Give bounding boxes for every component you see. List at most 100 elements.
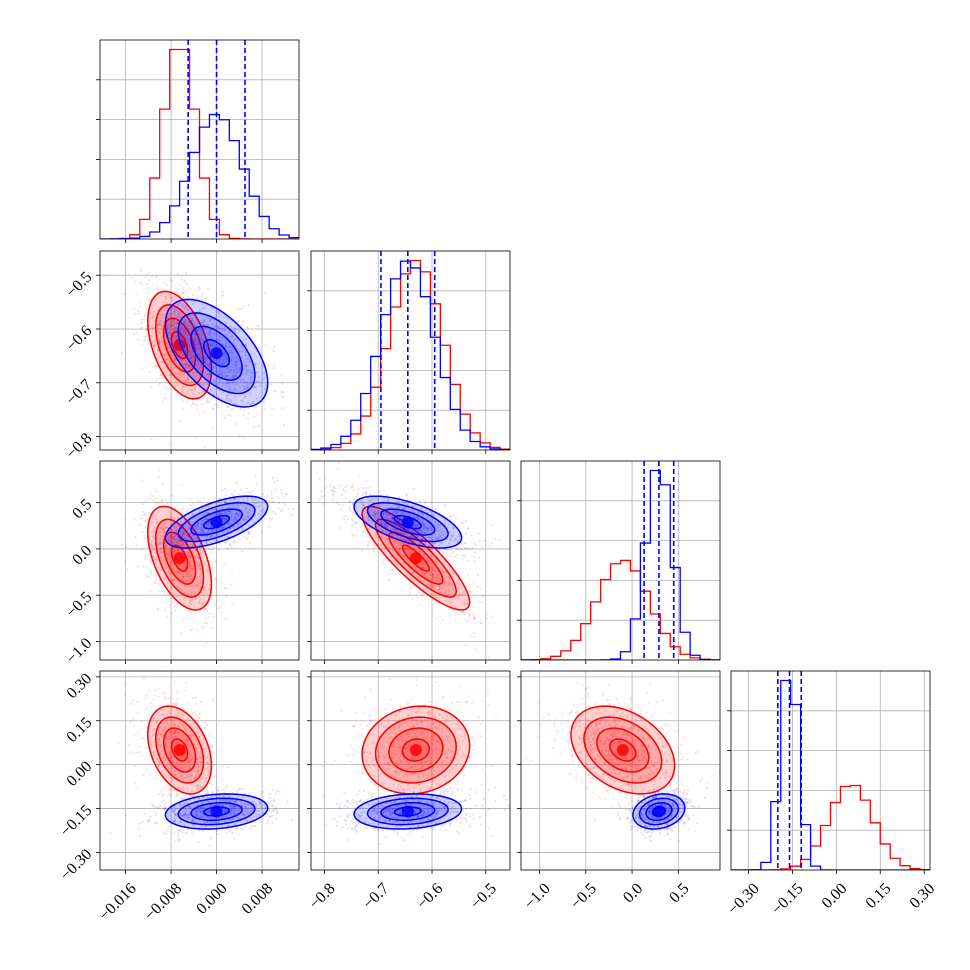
sample-point — [190, 355, 193, 358]
sample-point — [178, 715, 181, 718]
sample-point — [254, 474, 257, 477]
sample-point — [244, 358, 247, 361]
sample-point — [187, 355, 190, 358]
sample-point — [163, 772, 166, 775]
sample-point — [154, 288, 157, 291]
sample-point — [174, 337, 177, 340]
sample-point — [210, 345, 213, 348]
sample-point — [146, 546, 150, 549]
sample-point — [136, 338, 139, 342]
sample-point — [184, 306, 187, 309]
sample-point — [224, 357, 228, 360]
sample-point — [176, 710, 180, 713]
sample-point — [177, 793, 180, 796]
sample-point — [160, 550, 163, 554]
sample-point — [186, 327, 189, 330]
sample-point — [216, 833, 219, 836]
sample-point — [170, 540, 173, 543]
sample-point — [182, 565, 185, 568]
sample-point — [194, 702, 197, 705]
sample-point — [215, 343, 218, 346]
sample-point — [175, 309, 178, 312]
sample-point — [356, 528, 360, 531]
sample-point — [187, 365, 191, 368]
sample-point — [187, 557, 190, 561]
sample-point — [196, 359, 199, 362]
sample-point — [171, 518, 175, 521]
sample-point — [222, 516, 225, 520]
sample-point — [155, 806, 158, 809]
sample-point — [195, 528, 198, 532]
sample-point — [223, 586, 226, 589]
sample-point — [198, 582, 201, 585]
sample-point — [156, 758, 159, 761]
sample-point — [264, 388, 267, 391]
sample-point — [249, 371, 253, 374]
sample-point — [194, 333, 198, 336]
sample-point — [207, 602, 210, 605]
sample-point — [172, 335, 175, 338]
panel-2-1 — [307, 460, 511, 664]
contour-0 — [170, 330, 189, 360]
sample-point — [205, 583, 208, 586]
sample-point — [143, 812, 146, 816]
sample-point — [184, 753, 187, 756]
sample-point — [188, 601, 191, 604]
sample-point — [204, 335, 207, 338]
sample-point — [184, 812, 187, 815]
sample-point — [187, 349, 190, 352]
sample-point — [160, 800, 163, 803]
sample-point — [201, 332, 204, 335]
sample-point — [173, 309, 176, 313]
sample-point — [173, 730, 176, 733]
sample-point — [183, 802, 186, 805]
sample-point — [158, 341, 161, 344]
sample-point — [251, 371, 254, 374]
sample-point — [172, 324, 176, 328]
sample-point — [227, 510, 231, 513]
sample-point — [186, 341, 190, 344]
sample-point — [225, 382, 228, 385]
sample-point — [190, 575, 193, 578]
sample-point — [171, 540, 174, 543]
sample-point — [210, 569, 213, 572]
sample-point — [281, 390, 284, 394]
sample-point — [176, 288, 180, 291]
sample-point — [197, 787, 200, 790]
sample-point — [208, 735, 211, 738]
panel-0-0 — [96, 39, 300, 243]
sample-point — [204, 361, 207, 364]
sample-point — [224, 344, 228, 347]
sample-point — [206, 400, 209, 403]
sample-point — [290, 514, 293, 517]
sample-point — [149, 772, 152, 776]
sample-point — [201, 298, 204, 301]
sample-point — [230, 359, 233, 363]
sample-point — [232, 356, 235, 359]
sample-point — [197, 361, 200, 364]
sample-point — [196, 329, 199, 332]
sample-point — [160, 733, 163, 736]
sample-point — [161, 324, 165, 327]
sample-point — [177, 539, 180, 542]
sample-point — [184, 337, 188, 340]
sample-point — [211, 343, 214, 346]
sample-point — [196, 553, 199, 557]
sample-point — [143, 315, 146, 318]
sample-point — [200, 755, 203, 758]
sample-point — [239, 520, 242, 523]
sample-point — [189, 758, 192, 761]
sample-point — [196, 784, 199, 787]
sample-point — [159, 586, 163, 589]
sample-point — [202, 587, 206, 591]
sample-point — [150, 545, 153, 548]
sample-point — [154, 364, 158, 367]
sample-point — [205, 510, 208, 514]
sample-point — [248, 360, 251, 364]
sample-point — [213, 325, 217, 329]
sample-point — [162, 545, 165, 548]
sample-point — [171, 353, 174, 357]
sample-point — [176, 542, 179, 545]
sample-point — [233, 387, 236, 391]
sample-point — [190, 564, 193, 568]
